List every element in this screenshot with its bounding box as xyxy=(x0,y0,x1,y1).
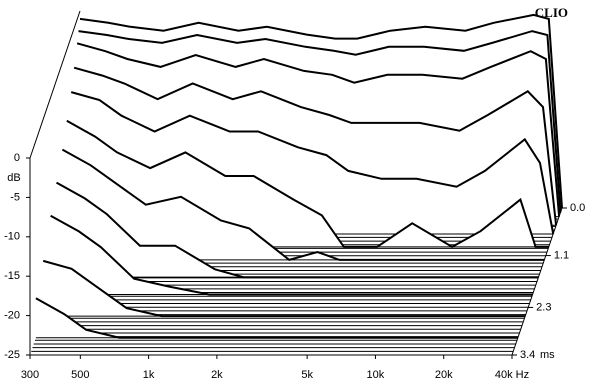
x-tick-label: 10k xyxy=(367,369,385,381)
slice-line xyxy=(79,13,563,209)
t-tick-label: 3.4 xyxy=(520,349,535,361)
slice-fill xyxy=(43,260,526,317)
x-tick-label: 40k Hz xyxy=(495,369,529,381)
t-unit-label: ms xyxy=(540,349,555,361)
x-tick-label: 2k xyxy=(211,369,223,381)
slice-fill xyxy=(35,298,518,338)
y-tick-label: 0 xyxy=(14,152,20,164)
slice-line xyxy=(73,66,558,226)
slice-fill xyxy=(50,215,533,295)
y-axis-label: dB xyxy=(7,172,20,184)
axis-line xyxy=(29,10,81,159)
x-tick-label: 300 xyxy=(21,369,39,381)
y-tick-label: -15 xyxy=(4,270,20,282)
y-tick-label: -25 xyxy=(4,349,20,361)
t-tick-label: 1.1 xyxy=(554,249,569,261)
slice-line xyxy=(76,42,561,217)
y-tick-label: -20 xyxy=(4,310,20,322)
y-tick-label: -10 xyxy=(4,231,20,243)
x-tick-label: 5k xyxy=(301,369,313,381)
slice-fill xyxy=(56,182,539,278)
x-tick-label: 1k xyxy=(143,369,155,381)
y-tick-label: -5 xyxy=(10,191,20,203)
slice-line xyxy=(66,119,549,249)
x-tick-label: 20k xyxy=(435,369,453,381)
slice-line xyxy=(70,91,555,235)
x-tick-label: 500 xyxy=(71,369,89,381)
t-tick-label: 0.0 xyxy=(570,202,585,214)
t-tick-label: 2.3 xyxy=(536,301,551,313)
chart-title: CLIO xyxy=(535,5,568,20)
slice-line xyxy=(78,30,562,213)
slice-fill xyxy=(62,149,545,260)
